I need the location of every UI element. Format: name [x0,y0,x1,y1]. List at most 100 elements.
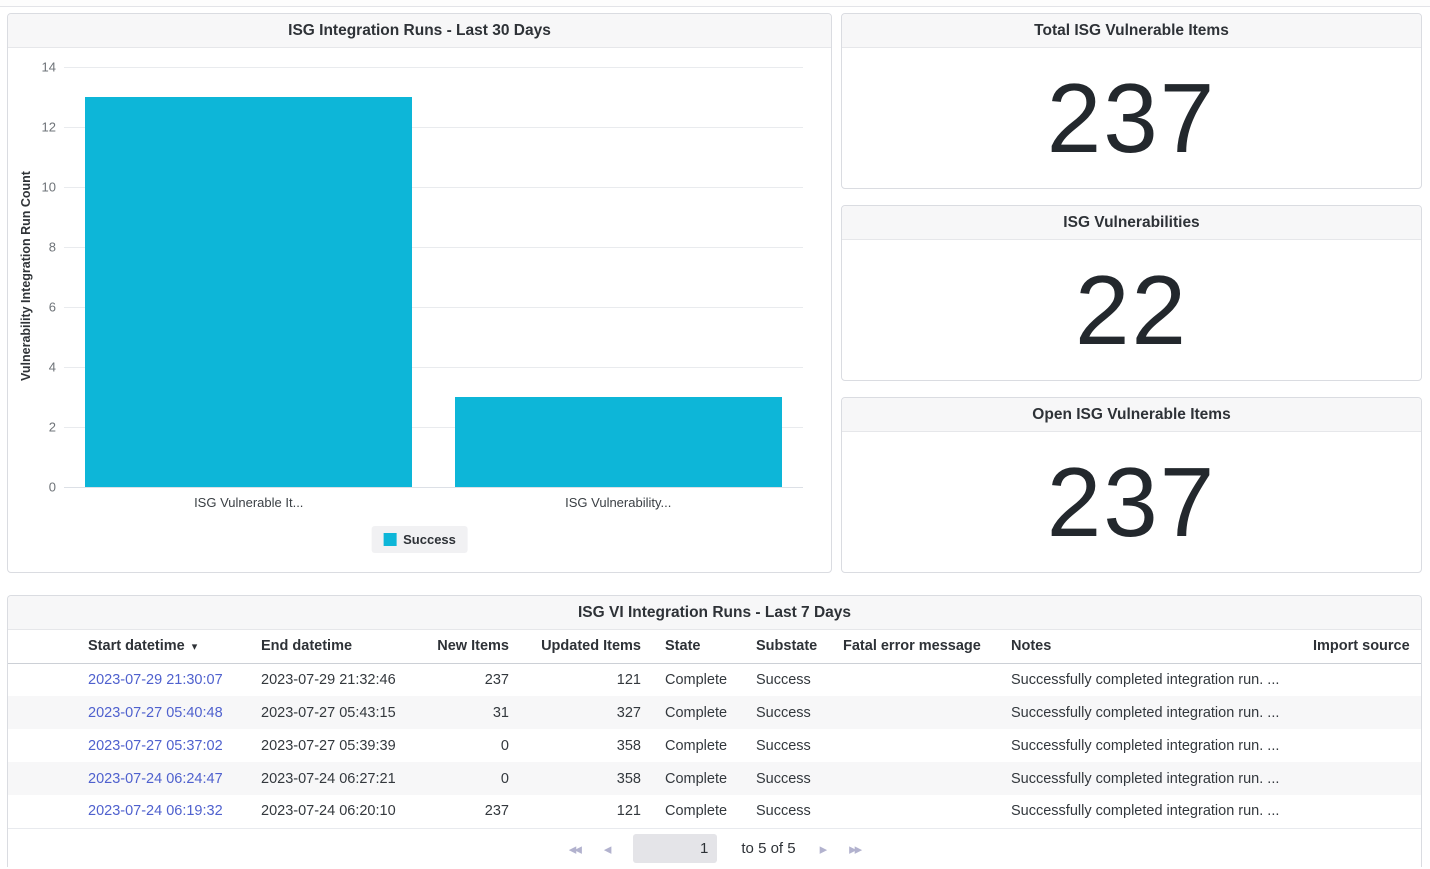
chart-card-title: ISG Integration Runs - Last 30 Days [8,14,831,48]
y-tick-label: 4 [48,359,56,375]
table-cell: Complete [665,671,728,688]
table-cell: Success [756,737,811,754]
table-cell: Complete [665,704,728,721]
table-cell: Successfully completed integration run. … [1011,671,1280,688]
table-cell: 327 [616,704,641,721]
last-page-button[interactable]: ▸▸ [849,840,862,858]
y-tick-label: 0 [48,479,56,495]
start-datetime-link[interactable]: 2023-07-27 05:37:02 [88,737,223,754]
column-header[interactable]: Import source [1305,630,1421,664]
table-cell [835,762,1003,795]
gridline [64,367,803,368]
table-cell: 0 [500,770,509,787]
table-cell: 2023-07-29 21:32:46 [261,671,396,688]
column-header[interactable]: End datetime [253,630,425,664]
table-row: 2023-07-24 06:24:47 2023-07-24 06:27:21 0 3… [8,762,1421,795]
table-cell [1305,762,1421,795]
column-header-label: End datetime [261,638,353,655]
prev-page-button[interactable]: ◂ [603,840,611,858]
start-datetime-link[interactable]: 2023-07-27 05:40:48 [88,704,223,721]
table-cell: 121 [616,671,641,688]
table-cell: 237 [425,795,525,829]
stat-card-body: 237 [842,48,1421,188]
column-header[interactable]: Notes [1003,630,1305,664]
legend-swatch-success-icon [383,533,397,546]
column-header[interactable]: Fatal error message [835,630,1003,664]
table-cell: 2023-07-24 06:20:10 [253,795,425,829]
row-spacer [8,729,80,762]
y-tick-label: 10 [41,179,56,195]
table-card: ISG VI Integration Runs - Last 7 Days St… [7,595,1422,867]
header-spacer [8,630,80,664]
table-cell [835,795,1003,829]
table-cell [835,729,1003,762]
table-cell: Successfully completed integration run. … [1011,704,1280,721]
table-cell: 0 [500,737,509,754]
column-header-label: Notes [1011,638,1052,655]
table-cell [835,696,1003,729]
gridline [64,127,803,128]
dashboard: ISG Integration Runs - Last 30 Days Vuln… [0,7,1430,867]
table-cell: Success [756,770,811,787]
chart-plot-area: 0 2 4 6 8 10 12 14 ISG Vulnerable It... ISG Vulne… [42,60,803,510]
table-cell [1305,795,1421,829]
row-spacer [8,696,80,729]
gridline [64,247,803,248]
table-cell: Success [756,704,811,721]
table-cell [1305,696,1421,729]
chart-legend[interactable]: Success [371,526,468,553]
page-number-input[interactable] [633,834,718,863]
column-header[interactable]: State [657,630,748,664]
column-header[interactable]: New Items [425,630,525,664]
table-cell: 2023-07-29 21:30:07 [80,663,253,696]
table-cell: 2023-07-27 05:43:15 [261,704,396,721]
table-cell [1305,729,1421,762]
gridline [64,307,803,308]
table-row: 2023-07-24 06:19:32 2023-07-24 06:20:10 23… [8,795,1421,829]
stat-card-total-isg-vulnerable-items: Total ISG Vulnerable Items 237 [841,13,1422,189]
stat-value[interactable]: 237 [1046,447,1217,557]
pagination-bar: ◂◂ ◂ to 5 of 5 ▸ ▸▸ [8,829,1421,869]
table-cell: 237 [484,671,509,688]
legend-label: Success [403,532,456,547]
table-cell: 31 [492,704,509,721]
stat-card-title: Total ISG Vulnerable Items [842,14,1421,48]
table-cell: 2023-07-27 05:40:48 [80,696,253,729]
top-strip [0,0,1430,7]
stat-value[interactable]: 22 [1074,255,1188,365]
start-datetime-link[interactable]: 2023-07-29 21:30:07 [88,671,223,688]
dashboard-top-row: ISG Integration Runs - Last 30 Days Vuln… [7,13,1422,573]
stat-card-column: Total ISG Vulnerable Items 237 ISG Vulne… [841,13,1422,573]
start-datetime-link[interactable]: 2023-07-24 06:24:47 [88,770,223,787]
gridline [64,187,803,188]
chart-bar[interactable] [85,97,413,487]
table-cell: Successfully completed integration run. … [1011,770,1280,787]
table-row: 2023-07-27 05:40:48 2023-07-27 05:43:15 31… [8,696,1421,729]
gridline [64,67,803,68]
pagination-range-text: to 5 of 5 [741,840,796,857]
gridline [64,487,803,488]
x-axis-label: ISG Vulnerability... [565,495,672,510]
y-tick-label: 2 [48,419,56,435]
column-header[interactable]: Start datetime ▾ [80,630,253,664]
start-datetime-link[interactable]: 2023-07-24 06:19:32 [88,803,223,820]
table-cell: 121 [525,795,657,829]
gridline [64,427,803,428]
sort-desc-icon: ▾ [191,641,198,654]
stat-card-body: 237 [842,432,1421,572]
table-row: 2023-07-29 21:30:07 2023-07-29 21:32:46 23… [8,663,1421,696]
y-axis-label: Vulnerability Integration Run Count [19,171,33,381]
stat-card-body: 22 [842,240,1421,380]
table-cell: 358 [616,770,641,787]
chart-bar[interactable] [454,397,782,487]
stat-value[interactable]: 237 [1046,63,1217,173]
stat-card-title: Open ISG Vulnerable Items [842,398,1421,432]
table-cell: Successfully completed integration run. … [1003,795,1305,829]
column-header[interactable]: Substate [748,630,835,664]
next-page-button[interactable]: ▸ [819,840,827,858]
column-header[interactable]: Updated Items [525,630,657,664]
y-tick-label: 14 [41,59,56,75]
first-page-button[interactable]: ◂◂ [568,840,582,858]
integration-runs-table: Start datetime ▾ End datetime New Items Upda… [8,630,1421,829]
table-cell: 2023-07-27 05:37:02 [80,729,253,762]
